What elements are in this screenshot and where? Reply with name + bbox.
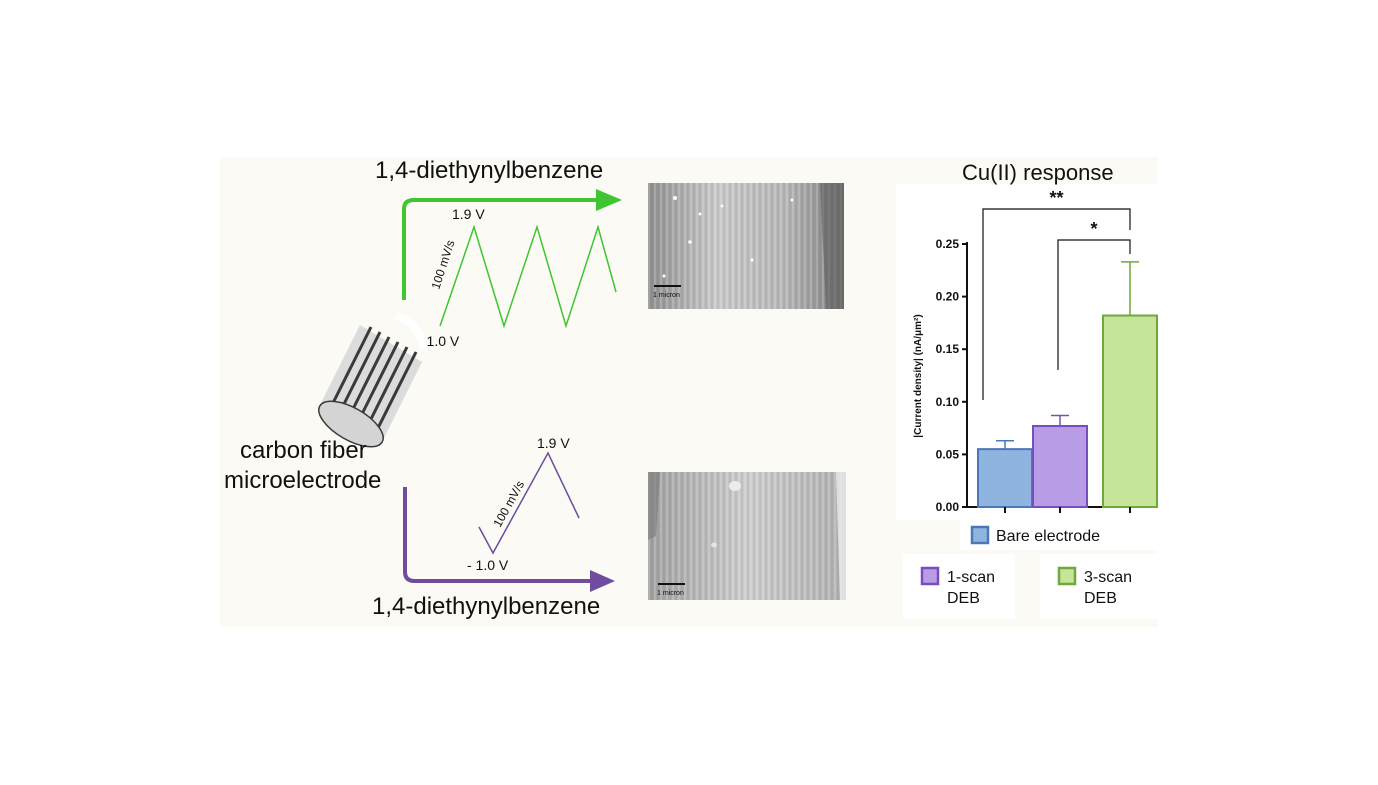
reagent-top-label: 1,4-diethynylbenzene — [375, 157, 603, 184]
bar-1 — [977, 448, 1033, 509]
sem-image-top: 1 micron — [648, 183, 844, 309]
sem-top-scale-label: 1 micron — [653, 292, 680, 299]
chart-title: Cu(II) response — [962, 160, 1114, 185]
legend-label-3scan-line2: DEB — [1084, 590, 1117, 607]
bar-2 — [1032, 424, 1088, 508]
legend: Bare electrode 1-scan DEB 3-scan DEB — [920, 525, 1132, 607]
y-tick-label: 0.20 — [936, 290, 960, 304]
top-wave-high-label: 1.9 V — [452, 206, 485, 222]
bottom-waveform — [478, 451, 580, 555]
sem-image-bottom: 1 micron — [648, 472, 846, 600]
significance-bracket-2 — [1057, 239, 1131, 370]
purple-arrow-head — [590, 570, 615, 592]
legend-card-3scan — [1040, 554, 1158, 619]
legend-label-bare: Bare electrode — [996, 528, 1100, 545]
sem-bottom-scale-label: 1 micron — [657, 590, 684, 597]
bottom-wave-low-label: - 1.0 V — [467, 557, 509, 573]
legend-swatch-1scan — [920, 566, 940, 586]
significance-label-1: ** — [1049, 188, 1063, 208]
reagent-bottom-label: 1,4-diethynylbenzene — [372, 593, 600, 620]
legend-label-1scan-line2: DEB — [947, 590, 980, 607]
bar-3 — [1102, 314, 1158, 509]
y-axis-label: |Current density| (nA/μm²) — [913, 314, 924, 437]
significance-label-2: * — [1090, 219, 1097, 239]
legend-card-1scan — [903, 554, 1015, 619]
bottom-wave-high-label: 1.9 V — [537, 435, 570, 451]
legend-swatch-3scan — [1057, 566, 1077, 586]
legend-card-bare — [960, 518, 1158, 550]
chart: 0.00 0.05 0.10 0.15 0.20 0.25 |Current density… — [913, 188, 1158, 514]
electrode-label-line2: microelectrode — [224, 467, 381, 494]
y-tick-label: 0.05 — [936, 447, 960, 461]
y-tick-label: 0.00 — [936, 500, 960, 514]
carbon-fiber-microelectrode — [318, 312, 428, 448]
top-wave-low-label: - 1.0 V — [418, 333, 460, 349]
y-tick-label: 0.10 — [936, 395, 960, 409]
electrode-label-line1: carbon fiber — [240, 437, 367, 464]
top-waveform — [439, 224, 617, 329]
legend-label-1scan-line1: 1-scan — [947, 569, 995, 586]
green-arrow-head — [596, 189, 622, 211]
y-tick-label: 0.15 — [936, 342, 960, 356]
legend-swatch-bare — [970, 525, 990, 545]
significance-bracket-1 — [982, 208, 1131, 400]
purple-arrow-shaft — [403, 487, 590, 583]
legend-label-3scan-line1: 3-scan — [1084, 569, 1132, 586]
y-tick-label: 0.25 — [936, 237, 960, 251]
green-arrow-shaft — [402, 198, 596, 300]
